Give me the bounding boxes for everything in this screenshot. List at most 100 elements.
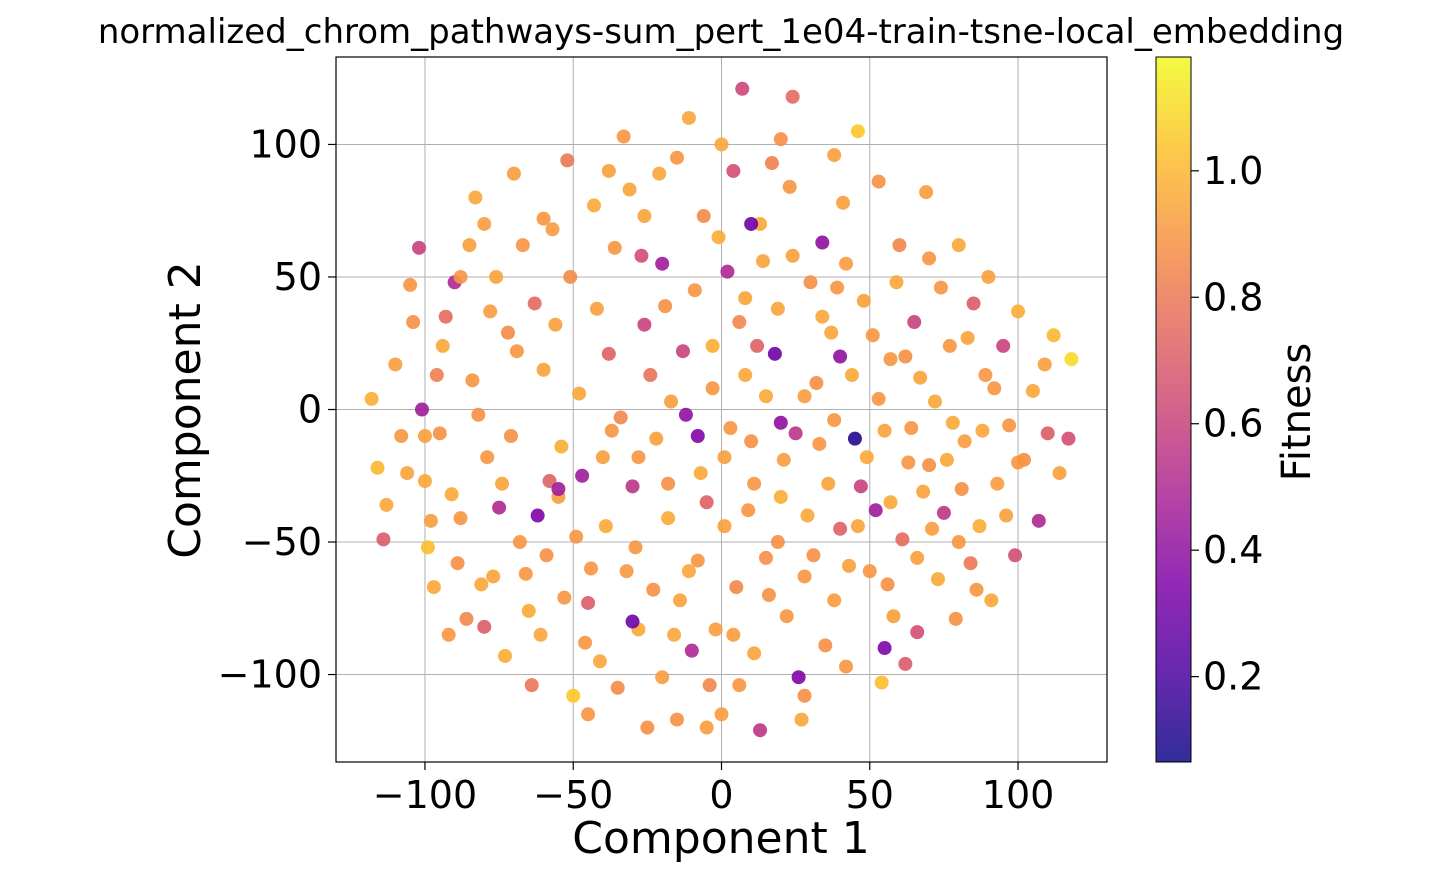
data-point (705, 381, 720, 396)
data-point (572, 386, 587, 401)
data-point (930, 572, 945, 587)
data-point (773, 132, 788, 147)
data-point (954, 482, 969, 497)
data-point (922, 458, 937, 473)
x-axis-label: Component 1 (572, 813, 869, 864)
data-point (607, 240, 622, 255)
data-point (898, 656, 913, 671)
data-point (687, 283, 702, 298)
data-point (744, 434, 759, 449)
data-point (853, 479, 868, 494)
data-point (969, 582, 984, 597)
data-point (856, 293, 871, 308)
data-point (836, 195, 851, 210)
data-point (498, 648, 513, 663)
data-point (732, 678, 747, 693)
data-point (509, 344, 524, 359)
data-point (417, 474, 432, 489)
data-point (818, 638, 833, 653)
data-point (1061, 431, 1076, 446)
data-point (417, 429, 432, 444)
data-point (690, 429, 705, 444)
data-point (601, 346, 616, 361)
data-point (506, 166, 521, 181)
y-tick-label: 100 (249, 122, 322, 166)
data-point (1040, 426, 1055, 441)
data-point (681, 110, 696, 125)
data-point (847, 431, 862, 446)
data-point (672, 593, 687, 608)
data-point (640, 720, 655, 735)
data-point (438, 309, 453, 324)
data-point (578, 635, 593, 650)
data-point (477, 216, 492, 231)
data-point (800, 508, 815, 523)
data-point (432, 426, 447, 441)
data-point (1011, 455, 1026, 470)
data-point (868, 503, 883, 518)
data-point (1011, 304, 1026, 319)
data-point (631, 450, 646, 465)
data-point (850, 519, 865, 534)
data-point (791, 670, 806, 685)
data-point (794, 712, 809, 727)
data-point (919, 185, 934, 200)
data-point (604, 423, 619, 438)
colorbar-tick-label: 0.2 (1203, 655, 1263, 699)
data-point (1064, 352, 1079, 367)
data-point (824, 325, 839, 340)
data-point (776, 452, 791, 467)
colorbar-tick-label: 1.0 (1203, 149, 1263, 193)
data-point (714, 137, 729, 152)
data-point (877, 423, 892, 438)
data-point (1037, 357, 1052, 372)
data-point (435, 338, 450, 353)
data-point (403, 277, 418, 292)
data-point (465, 373, 480, 388)
data-point (699, 495, 714, 510)
data-point (489, 269, 504, 284)
data-point (530, 508, 545, 523)
data-point (747, 646, 762, 661)
y-tick-label: −50 (242, 520, 322, 564)
data-point (939, 452, 954, 467)
data-point (850, 124, 865, 139)
data-point (862, 564, 877, 579)
data-point (827, 593, 842, 608)
data-point (871, 174, 886, 189)
data-point (773, 415, 788, 430)
data-point (364, 391, 379, 406)
data-point (658, 299, 673, 314)
data-point (978, 368, 993, 383)
data-point (400, 466, 415, 481)
data-point (782, 179, 797, 194)
data-point (557, 590, 572, 605)
data-point (889, 275, 904, 290)
data-point (833, 349, 848, 364)
data-point (503, 429, 518, 444)
data-point (678, 407, 693, 422)
data-point (566, 688, 581, 703)
data-point (948, 611, 963, 626)
colorbar: 0.2 0.4 0.6 0.8 1.0 Fitness (1155, 56, 1320, 763)
y-tick-label: 50 (274, 255, 322, 299)
colorbar-label: Fitness (1274, 343, 1320, 482)
data-point (942, 338, 957, 353)
data-point (859, 450, 874, 465)
data-point (839, 256, 854, 271)
colorbar-tick-label: 0.8 (1203, 275, 1263, 319)
data-point (910, 625, 925, 640)
data-point (649, 431, 664, 446)
data-point (533, 627, 548, 642)
data-point (480, 450, 495, 465)
data-point (892, 238, 907, 253)
data-point (936, 505, 951, 520)
x-tick-label: −50 (533, 773, 613, 817)
data-point (883, 495, 898, 510)
data-point (708, 622, 723, 637)
data-point (1052, 466, 1067, 481)
data-point (554, 439, 569, 454)
data-point (637, 317, 652, 332)
data-point (750, 338, 765, 353)
data-point (705, 338, 720, 353)
